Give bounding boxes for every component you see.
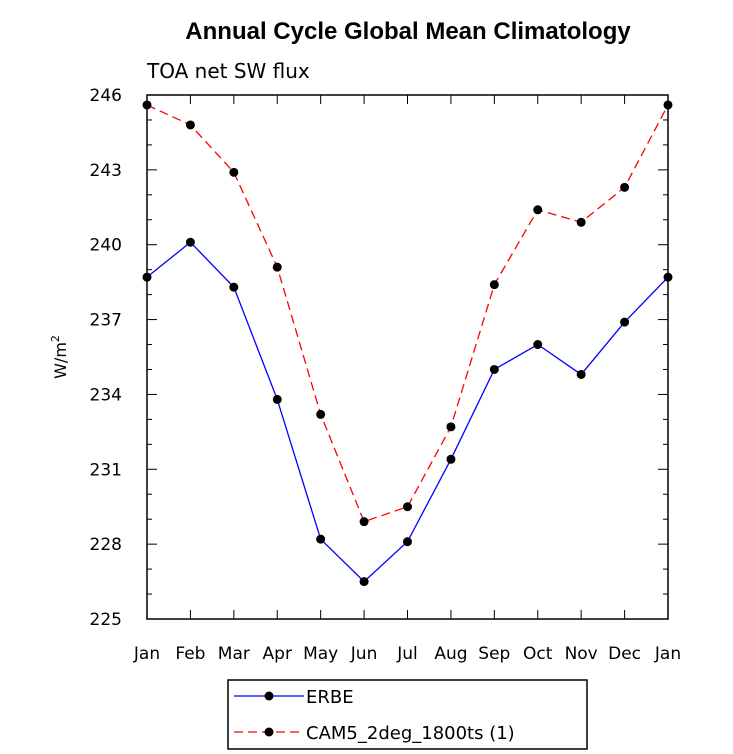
axis-ticks: Jan Feb Mar Apr May Jun Jul Aug Sep Oct Nov Dec Jan 2… [90, 86, 682, 664]
series-point-0 [403, 537, 412, 547]
y-tick-label: 228 [90, 535, 122, 555]
x-tick-label: Jul [396, 644, 418, 664]
x-tick-label: Dec [608, 644, 641, 664]
series-point-0 [359, 577, 369, 587]
series-point-1 [142, 100, 152, 110]
series-point-1 [446, 422, 456, 432]
series-point-0 [576, 369, 586, 379]
chart-title: Annual Cycle Global Mean Climatology [185, 18, 631, 45]
series-point-1 [272, 262, 282, 272]
series-layer [142, 100, 673, 587]
series-line-1 [146, 104, 669, 523]
series-point-0 [620, 317, 630, 327]
y-tick-label: 234 [90, 385, 122, 405]
legend-label-0: ERBE [306, 687, 354, 708]
series-point-1 [576, 217, 586, 227]
legend-label-1: CAM5_2deg_1800ts (1) [306, 723, 515, 744]
x-tick-label: Nov [565, 644, 598, 664]
x-tick-label: Sep [478, 644, 510, 664]
legend-swatch-marker-0 [264, 691, 274, 701]
y-axis-label-text: W/m [51, 342, 70, 379]
x-tick-label: Oct [523, 644, 553, 664]
y-tick-label: 237 [90, 311, 122, 331]
legend-box [227, 679, 588, 750]
y-tick-label: 240 [90, 236, 122, 256]
legend: ERBE CAM5_2deg_1800ts (1) [227, 679, 588, 750]
x-tick-label: Mar [218, 644, 250, 664]
series-point-0 [446, 454, 456, 464]
series-point-0 [316, 534, 326, 544]
series-point-0 [663, 272, 673, 282]
series-line-0 [146, 241, 669, 583]
x-tick-label: Aug [434, 644, 467, 664]
y-tick-label: 231 [90, 460, 122, 480]
series-point-1 [533, 205, 543, 215]
series-point-1 [185, 120, 195, 130]
series-point-1 [620, 182, 630, 192]
x-tick-label: Feb [175, 644, 205, 664]
y-axis-label: W/m2 [49, 335, 70, 379]
x-tick-label: Jan [654, 644, 681, 664]
legend-swatch-marker-1 [264, 727, 274, 737]
series-point-0 [185, 237, 195, 247]
y-tick-label: 246 [90, 86, 122, 106]
x-tick-label: Jun [350, 644, 378, 664]
y-tick-label: 243 [90, 161, 122, 181]
x-tick-label: May [303, 644, 338, 664]
chart-subtitle: TOA net SW flux [146, 59, 310, 83]
series-point-1 [316, 409, 326, 419]
series-point-0 [142, 272, 152, 282]
y-axis-label-superscript: 2 [49, 335, 62, 342]
series-point-1 [489, 280, 499, 290]
series-point-0 [272, 394, 282, 404]
series-point-0 [229, 282, 239, 292]
series-point-1 [359, 517, 369, 527]
series-point-0 [533, 340, 543, 350]
series-point-1 [229, 167, 239, 177]
series-point-1 [663, 100, 673, 110]
series-point-0 [489, 364, 499, 374]
x-tick-label: Jan [133, 644, 160, 664]
x-tick-label: Apr [263, 644, 292, 664]
series-point-1 [403, 502, 412, 512]
y-tick-label: 225 [90, 610, 122, 630]
